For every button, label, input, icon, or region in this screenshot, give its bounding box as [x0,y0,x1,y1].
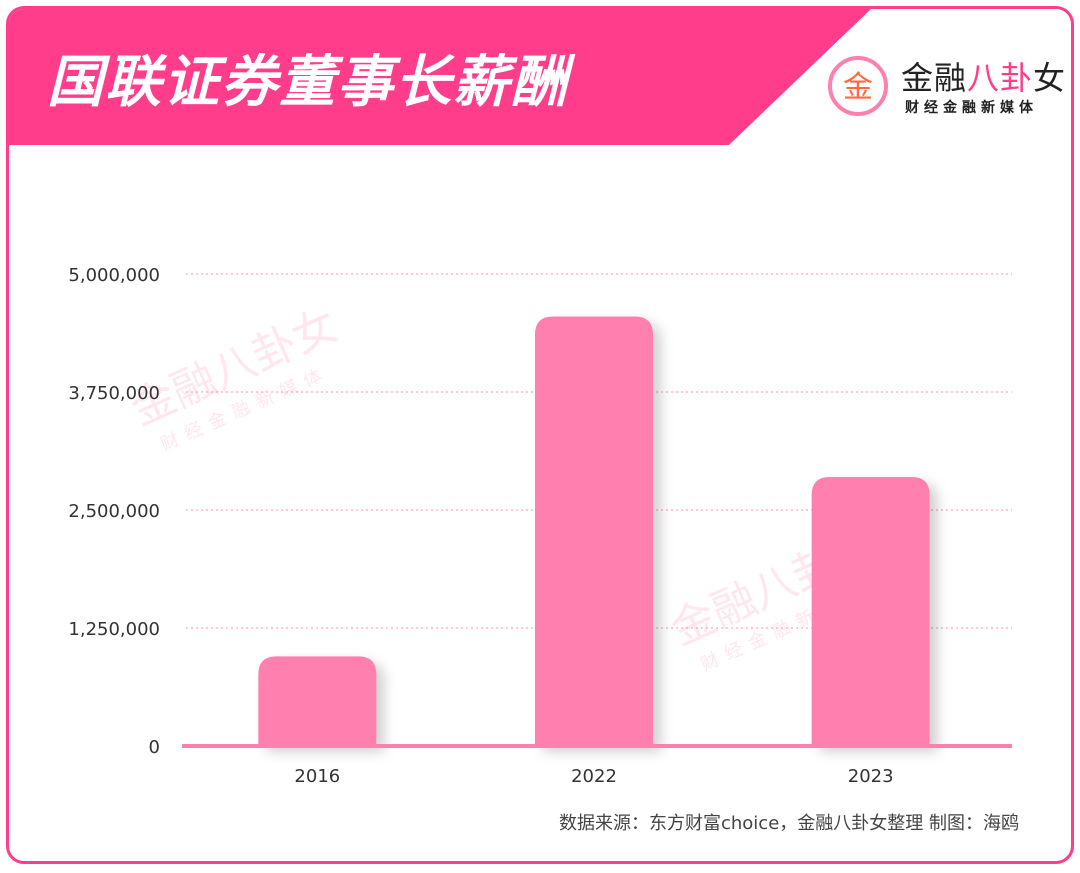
title-banner [9,9,871,145]
bar-2022 [535,316,653,746]
logo-name-part-2: 八卦 [967,59,1034,97]
bar-chart: 0 1,250,000 2,500,000 3,750,000 5,000,000 201… [68,265,1012,787]
logo-name: 金融八卦女 [901,53,1066,99]
logo-subtitle: 财经金融新媒体 [905,100,1038,116]
logo-name-part-1: 金融 [901,59,968,97]
x-tick-label-2022: 2022 [571,766,617,787]
x-tick-label-2023: 2023 [848,766,894,787]
y-tick-label-4: 5,000,000 [68,265,160,286]
x-tick-label-2016: 2016 [294,766,340,787]
y-tick-label-2: 2,500,000 [68,501,160,522]
logo-name-part-3: 女 [1033,59,1067,97]
y-tick-label-3: 3,750,000 [68,383,160,404]
brand-logo: 金 金融八卦女 财经金融新媒体 [825,53,1065,123]
source-note: 数据来源：东方财富choice，金融八卦女整理 制图：海鸥 [558,813,1019,834]
logo-mark-text: 金 [843,70,873,105]
chart-card: 国联证券董事长薪酬 金 金融八卦女 财经金融新媒体 金融八卦女 财经金融新媒体 … [6,6,1074,864]
bar-2016 [258,656,377,746]
y-tick-label-0: 0 [149,737,160,758]
page-title: 国联证券董事长薪酬 [47,50,569,115]
bar-2023 [811,476,930,746]
y-tick-label-1: 1,250,000 [68,619,160,640]
logo-mark-icon: 金 [828,56,888,116]
